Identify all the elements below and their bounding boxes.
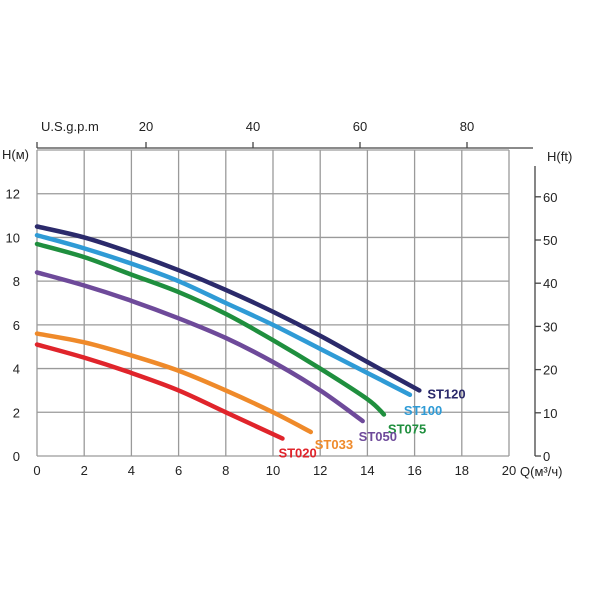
labels: 0 2 4 6 8 10 12 14 16 18 20 0 2 4 6 8 10 12 0 10 20 30 40 50 60 2…	[2, 119, 572, 479]
x-tick-label: 18	[455, 463, 469, 478]
x2-tick-label: 80	[460, 119, 474, 134]
series-group	[34, 224, 422, 441]
series-label-st120: ST120	[427, 386, 465, 401]
series-line-st120	[34, 224, 422, 393]
y2-tick-label: 0	[543, 449, 550, 464]
series-label-st050: ST050	[359, 429, 397, 444]
x-tick-label: 0	[33, 463, 40, 478]
series-label-st100: ST100	[404, 403, 442, 418]
x2-axis-title: U.S.g.p.m	[41, 119, 99, 134]
x-axis-title: Q(м³/ч)	[520, 464, 562, 479]
series-line-st020	[34, 342, 285, 441]
series-line-st050	[34, 270, 365, 424]
x-tick-label: 2	[81, 463, 88, 478]
x-tick-label: 16	[407, 463, 421, 478]
x-tick-label: 12	[313, 463, 327, 478]
series-line-st075	[34, 241, 387, 417]
x-tick-label: 14	[360, 463, 374, 478]
x2-tick-label: 40	[246, 119, 260, 134]
y-tick-label: 4	[13, 362, 20, 377]
series-line-st033	[34, 331, 314, 435]
y-tick-label: 10	[6, 230, 20, 245]
y-tick-label: 0	[13, 449, 20, 464]
y-tick-label: 6	[13, 318, 20, 333]
series-line-st100	[34, 232, 413, 398]
y2-tick-label: 40	[543, 276, 557, 291]
y2-axis-title: H(ft)	[547, 149, 572, 164]
x2-tick-label: 20	[139, 119, 153, 134]
x-tick-label: 8	[222, 463, 229, 478]
y-tick-label: 12	[6, 187, 20, 202]
y-tick-label: 2	[13, 405, 20, 420]
series-label-st033: ST033	[315, 437, 353, 452]
y2-tick-label: 60	[543, 190, 557, 205]
y-tick-label: 8	[13, 274, 20, 289]
x2-tick-label: 60	[353, 119, 367, 134]
x-tick-label: 4	[128, 463, 135, 478]
x-tick-label: 6	[175, 463, 182, 478]
y2-tick-label: 50	[543, 233, 557, 248]
y2-tick-label: 20	[543, 363, 557, 378]
axes	[36, 142, 541, 457]
y-axis-title: H(м)	[2, 147, 29, 162]
x-tick-label: 10	[266, 463, 280, 478]
series-label-st020: ST020	[278, 446, 316, 461]
y2-tick-label: 30	[543, 319, 557, 334]
x-tick-label: 20	[502, 463, 516, 478]
series-label-st075: ST075	[388, 421, 426, 436]
y2-tick-label: 10	[543, 406, 557, 421]
